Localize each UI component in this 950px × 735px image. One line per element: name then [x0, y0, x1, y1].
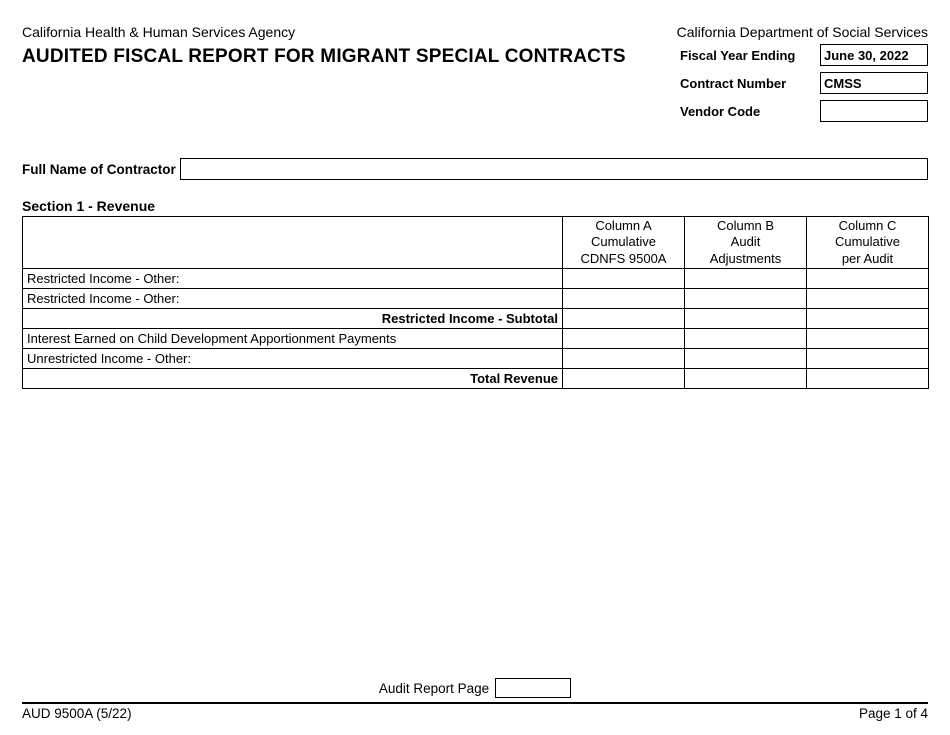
- fiscal-year-row: Fiscal Year Ending June 30, 2022: [680, 44, 928, 66]
- fiscal-year-input[interactable]: June 30, 2022: [820, 44, 928, 66]
- cell-col-a[interactable]: [563, 349, 685, 369]
- row-label: Total Revenue: [23, 369, 563, 389]
- table-row: Interest Earned on Child Development App…: [23, 329, 929, 349]
- page-indicator: Page 1 of 4: [859, 706, 928, 721]
- form-id: AUD 9500A (5/22): [22, 706, 132, 721]
- contract-number-input[interactable]: CMSS: [820, 72, 928, 94]
- cell-col-c[interactable]: [807, 289, 929, 309]
- cell-col-a[interactable]: [563, 369, 685, 389]
- cell-col-c[interactable]: [807, 369, 929, 389]
- vendor-code-input[interactable]: [820, 100, 928, 122]
- row-label: Restricted Income - Other:: [23, 289, 563, 309]
- cell-col-b[interactable]: [685, 269, 807, 289]
- section1-title: Section 1 - Revenue: [22, 198, 928, 214]
- header-top: California Health & Human Services Agenc…: [22, 24, 928, 40]
- vendor-code-row: Vendor Code: [680, 100, 928, 122]
- row-label: Interest Earned on Child Development App…: [23, 329, 563, 349]
- cell-col-c[interactable]: [807, 349, 929, 369]
- row-label: Unrestricted Income - Other:: [23, 349, 563, 369]
- agency-right: California Department of Social Services: [677, 24, 928, 40]
- cell-col-b[interactable]: [685, 309, 807, 329]
- audit-page-row: Audit Report Page: [22, 678, 928, 698]
- contractor-input[interactable]: [180, 158, 928, 180]
- vendor-code-label: Vendor Code: [680, 104, 820, 119]
- cell-col-c[interactable]: [807, 329, 929, 349]
- table-header-col-a: Column A Cumulative CDNFS 9500A: [563, 217, 685, 269]
- page-title: AUDITED FISCAL REPORT FOR MIGRANT SPECIA…: [22, 46, 626, 68]
- footer-line: AUD 9500A (5/22) Page 1 of 4: [22, 702, 928, 721]
- cell-col-a[interactable]: [563, 329, 685, 349]
- cell-col-c[interactable]: [807, 269, 929, 289]
- cell-col-a[interactable]: [563, 289, 685, 309]
- row-label: Restricted Income - Other:: [23, 269, 563, 289]
- table-row: Restricted Income - Other:: [23, 269, 929, 289]
- cell-col-c[interactable]: [807, 309, 929, 329]
- audit-page-label: Audit Report Page: [379, 681, 489, 696]
- table-header-col-c: Column C Cumulative per Audit: [807, 217, 929, 269]
- audit-page-input[interactable]: [495, 678, 571, 698]
- cell-col-a[interactable]: [563, 269, 685, 289]
- contractor-label: Full Name of Contractor: [22, 162, 176, 177]
- table-header-blank: [23, 217, 563, 269]
- row-label: Restricted Income - Subtotal: [23, 309, 563, 329]
- cell-col-a[interactable]: [563, 309, 685, 329]
- cell-col-b[interactable]: [685, 349, 807, 369]
- cell-col-b[interactable]: [685, 289, 807, 309]
- table-row: Restricted Income - Subtotal: [23, 309, 929, 329]
- meta-block: Fiscal Year Ending June 30, 2022 Contrac…: [680, 44, 928, 128]
- footer: Audit Report Page AUD 9500A (5/22) Page …: [22, 678, 928, 721]
- table-row: Total Revenue: [23, 369, 929, 389]
- cell-col-b[interactable]: [685, 369, 807, 389]
- revenue-table: Column A Cumulative CDNFS 9500A Column B…: [22, 216, 929, 389]
- table-row: Restricted Income - Other:: [23, 289, 929, 309]
- table-row: Unrestricted Income - Other:: [23, 349, 929, 369]
- fiscal-year-label: Fiscal Year Ending: [680, 48, 820, 63]
- cell-col-b[interactable]: [685, 329, 807, 349]
- contract-number-label: Contract Number: [680, 76, 820, 91]
- table-header-row: Column A Cumulative CDNFS 9500A Column B…: [23, 217, 929, 269]
- header-main: AUDITED FISCAL REPORT FOR MIGRANT SPECIA…: [22, 42, 928, 128]
- table-header-col-b: Column B Audit Adjustments: [685, 217, 807, 269]
- contractor-row: Full Name of Contractor: [22, 158, 928, 180]
- contract-number-row: Contract Number CMSS: [680, 72, 928, 94]
- agency-left: California Health & Human Services Agenc…: [22, 24, 295, 40]
